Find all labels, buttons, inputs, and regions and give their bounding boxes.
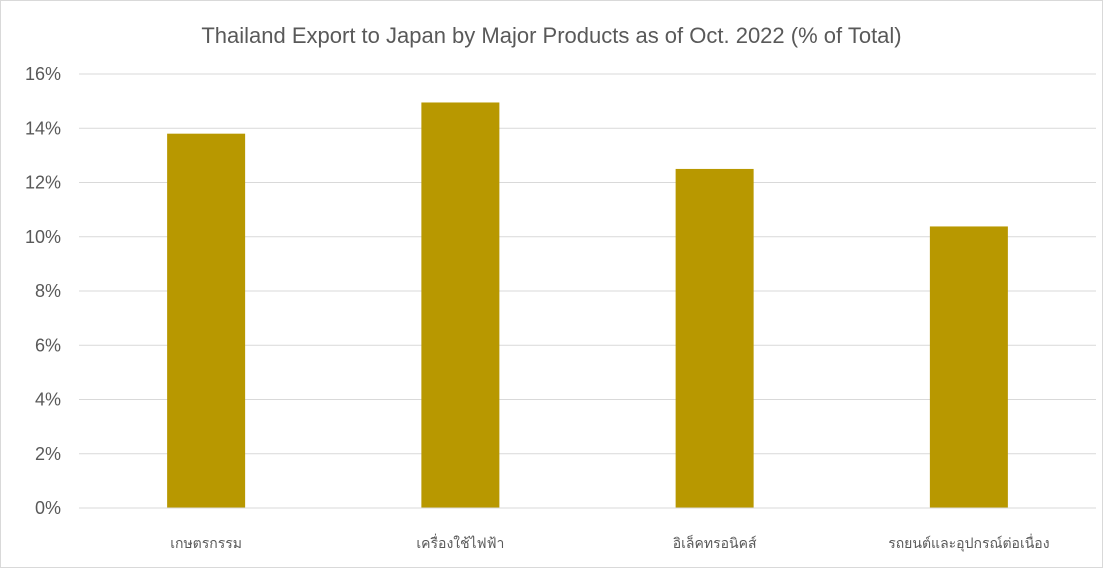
bars bbox=[167, 102, 1008, 509]
y-tick-label: 14% bbox=[25, 118, 61, 138]
bar bbox=[167, 133, 246, 509]
bar bbox=[421, 102, 500, 508]
y-tick-label: 16% bbox=[25, 64, 61, 84]
y-tick-label: 10% bbox=[25, 227, 61, 247]
y-tick-label: 12% bbox=[25, 173, 61, 193]
y-tick-label: 4% bbox=[35, 390, 61, 410]
chart-title: Thailand Export to Japan by Major Produc… bbox=[201, 23, 902, 48]
y-tick-label: 6% bbox=[35, 335, 61, 355]
x-category-label: เกษตรกรรม bbox=[170, 536, 242, 552]
y-tick-label: 0% bbox=[35, 498, 61, 518]
y-tick-label: 8% bbox=[35, 281, 61, 301]
bar bbox=[929, 226, 1008, 508]
x-category-label: เครื่องใช้ไฟฟ้า bbox=[416, 534, 504, 552]
x-category-label: อิเล็คทรอนิคส์ bbox=[673, 534, 757, 552]
bar bbox=[675, 168, 754, 508]
x-category-label: รถยนต์และอุปกรณ์ต่อเนื่อง bbox=[888, 534, 1049, 552]
y-tick-label: 2% bbox=[35, 444, 61, 464]
axes: 0% 2% 4% 6% 8% 10% 12% 14% 16% เกษตรกรรม เครื่องใช… bbox=[25, 64, 1096, 552]
